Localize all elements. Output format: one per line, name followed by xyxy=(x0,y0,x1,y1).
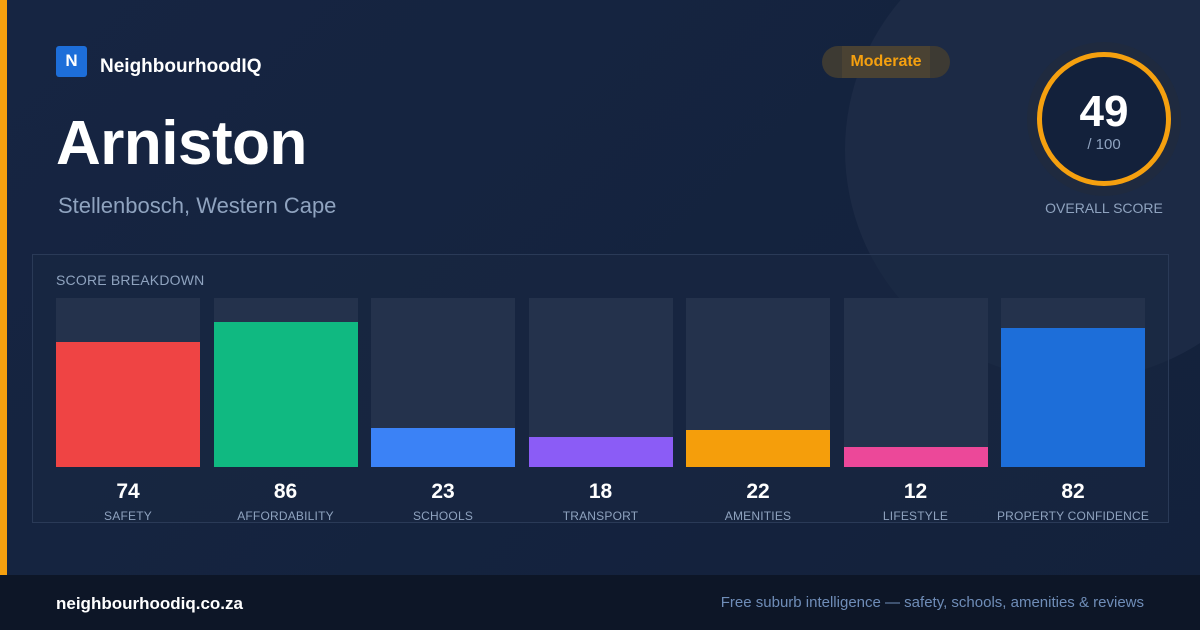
score-bar-fill xyxy=(56,342,200,467)
score-bar-track xyxy=(56,298,200,467)
score-bar-value: 12 xyxy=(903,480,928,503)
score-bar-track xyxy=(686,298,830,467)
overall-score-value: 49 xyxy=(1079,86,1129,136)
score-bar-track xyxy=(213,298,358,467)
score-bar-value: 74 xyxy=(116,480,140,503)
score-bar-value: 22 xyxy=(746,480,770,503)
score-breakdown-title: SCORE BREAKDOWN xyxy=(56,272,205,288)
suburb-region: Stellenbosch, Western Cape xyxy=(58,193,337,218)
score-bar-property-confidence: 82 PROPERTY CONFIDENCE xyxy=(997,298,1149,523)
score-bar-label: TRANSPORT xyxy=(562,509,639,523)
score-bar-track xyxy=(843,298,988,467)
score-bar-label: SAFETY xyxy=(104,509,152,523)
accent-bar xyxy=(0,0,7,575)
score-bar-label: SCHOOLS xyxy=(412,509,474,523)
score-bar-fill xyxy=(213,322,358,467)
score-bar-fill xyxy=(843,447,988,467)
score-bar-value: 82 xyxy=(1061,480,1085,503)
score-bar-track xyxy=(1001,298,1145,467)
score-bar-fill xyxy=(528,437,673,467)
overall-score-ring: 49 / 100 xyxy=(1027,42,1181,196)
brand-name: NeighbourhoodIQ xyxy=(100,56,262,77)
brand-logo-icon: N xyxy=(56,45,87,77)
score-bar-lifestyle: 12 LIFESTYLE xyxy=(843,298,988,523)
score-bar-label: AMENITIES xyxy=(724,509,792,523)
score-breakdown-panel: SCORE BREAKDOWN 74 SAFETY 86 AFFORDABILITY 2… xyxy=(32,254,1169,523)
score-bar-track xyxy=(371,298,515,467)
score-bar-fill xyxy=(371,428,515,467)
score-bar-fill xyxy=(1001,328,1145,467)
score-bar-value: 18 xyxy=(588,480,613,503)
footer-tagline: Free suburb intelligence — safety, schoo… xyxy=(720,594,1144,611)
suburb-name: Arniston xyxy=(56,109,307,178)
brand[interactable]: N NeighbourhoodIQ xyxy=(56,45,261,77)
score-bar-safety: 74 SAFETY xyxy=(56,298,200,523)
rating-badge-label: Moderate xyxy=(850,53,922,70)
rating-badge-highlight xyxy=(842,46,930,78)
score-bar-amenities: 22 AMENITIES xyxy=(686,298,830,523)
rating-badge: Moderate xyxy=(822,46,950,78)
score-bar-schools: 23 SCHOOLS xyxy=(371,298,515,523)
score-bar-value: 23 xyxy=(431,480,455,503)
footer-url[interactable]: neighbourhoodiq.co.za xyxy=(56,594,243,613)
score-bar-transport: 18 TRANSPORT xyxy=(528,298,673,523)
overall-score-caption: OVERALL SCORE xyxy=(1045,200,1163,216)
score-bar-label: LIFESTYLE xyxy=(882,509,949,523)
footer: neighbourhoodiq.co.za Free suburb intell… xyxy=(0,575,1200,630)
score-bar-label: AFFORDABILITY xyxy=(237,509,334,523)
score-bar-label: PROPERTY CONFIDENCE xyxy=(996,509,1150,523)
overall-score-max: / 100 xyxy=(1087,135,1121,153)
score-bar-track xyxy=(528,298,673,467)
score-bar-value: 86 xyxy=(273,480,298,503)
score-bar-fill xyxy=(686,430,830,467)
score-bar-affordability: 86 AFFORDABILITY xyxy=(213,298,358,523)
overall-score-circle: 49 / 100 xyxy=(1037,52,1171,186)
